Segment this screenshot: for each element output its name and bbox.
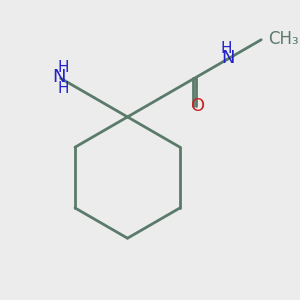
Text: H: H xyxy=(220,41,232,56)
Text: H: H xyxy=(58,81,69,96)
Text: N: N xyxy=(52,68,66,86)
Text: H: H xyxy=(58,60,69,75)
Text: N: N xyxy=(221,49,235,67)
Text: O: O xyxy=(191,97,205,115)
Text: CH₃: CH₃ xyxy=(268,30,299,48)
